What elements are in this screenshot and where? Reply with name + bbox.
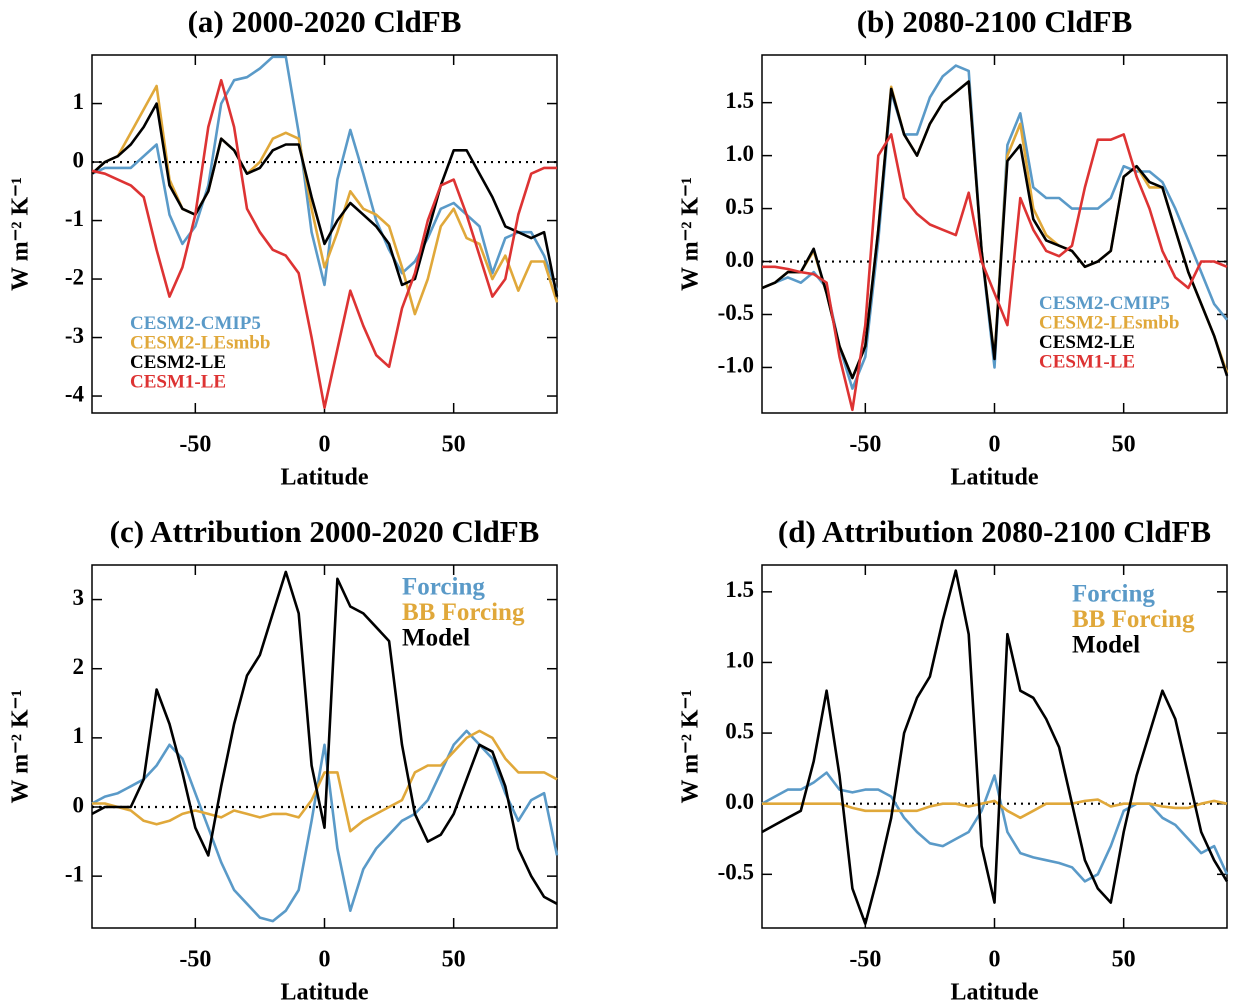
legend-entry: CESM1-LE <box>130 371 226 392</box>
y-tick-label: -1.0 <box>718 353 754 378</box>
legend-entry: CESM2-CMIP5 <box>130 313 261 334</box>
legend-entry: BB Forcing <box>402 599 525 626</box>
y-tick-label: -0.5 <box>718 300 754 325</box>
x-tick-label: 50 <box>442 947 466 973</box>
data-line <box>762 798 1228 820</box>
legend-entry: Forcing <box>402 574 485 601</box>
y-tick-label: 0.5 <box>725 718 754 743</box>
y-tick-label: -0.5 <box>718 860 754 885</box>
data-line <box>91 102 559 297</box>
chart-title: (d) Attribution 2080-2100 CldFB <box>778 514 1211 549</box>
x-axis-label: Latitude <box>280 980 368 1001</box>
legend-entry: BB Forcing <box>1072 606 1195 633</box>
data-line <box>762 133 1228 412</box>
y-tick-label: 1.0 <box>725 648 754 673</box>
x-tick-label: -50 <box>179 432 211 458</box>
data-line <box>91 78 557 409</box>
legend-entry: Model <box>1072 632 1140 659</box>
x-tick-label: 0 <box>319 432 331 458</box>
x-tick-label: 0 <box>319 947 331 973</box>
y-tick-label: 1.5 <box>725 577 754 602</box>
x-tick-label: 0 <box>989 947 1001 973</box>
legend-entry: CESM2-LE <box>1039 332 1135 353</box>
x-tick-label: 50 <box>1112 947 1136 973</box>
y-tick-label: 0 <box>73 147 85 172</box>
y-tick-label: 1 <box>73 89 85 114</box>
y-tick-label: 0.5 <box>725 194 754 219</box>
legend-entry: CESM2-CMIP5 <box>1039 293 1170 314</box>
legend-entry: CESM2-LEsmbb <box>130 333 270 354</box>
chart-title: (a) 2000-2020 CldFB <box>188 4 462 39</box>
legend-entry: Model <box>402 625 470 652</box>
legend-entry: Forcing <box>1072 581 1155 608</box>
x-tick-label: -50 <box>849 947 881 973</box>
y-tick-label: 1.0 <box>725 141 754 166</box>
y-tick-label: 0.0 <box>725 789 754 814</box>
y-tick-label: -1 <box>65 861 84 886</box>
y-tick-label: 1 <box>73 723 85 748</box>
y-tick-label: -3 <box>65 323 84 348</box>
y-tick-label: 0 <box>73 792 85 817</box>
data-line <box>761 771 1229 883</box>
y-tick-label: -2 <box>65 264 84 289</box>
y-tick-label: -1 <box>65 206 84 231</box>
y-tick-label: 1.5 <box>725 88 754 113</box>
data-line <box>92 729 558 833</box>
x-tick-label: 50 <box>1112 432 1136 458</box>
y-tick-label: 0.0 <box>725 247 754 272</box>
y-axis-label: W m⁻² K⁻¹ <box>678 177 704 291</box>
y-axis-label: W m⁻² K⁻¹ <box>8 177 34 291</box>
y-tick-label: -4 <box>65 381 85 406</box>
y-axis-label: W m⁻² K⁻¹ <box>678 690 704 804</box>
legend-entry: CESM1-LE <box>1039 351 1135 372</box>
x-axis-label: Latitude <box>950 465 1038 491</box>
x-tick-label: 0 <box>989 432 1001 458</box>
x-axis-label: Latitude <box>950 980 1038 1001</box>
x-axis-label: Latitude <box>280 465 368 491</box>
x-tick-label: -50 <box>849 432 881 458</box>
x-tick-label: -50 <box>179 947 211 973</box>
data-line <box>761 80 1229 380</box>
data-line <box>761 569 1229 926</box>
chart-title: (c) Attribution 2000-2020 CldFB <box>110 514 540 549</box>
y-tick-label: 2 <box>73 654 85 679</box>
data-line <box>91 55 559 292</box>
data-line <box>91 570 558 905</box>
chart-title: (b) 2080-2100 CldFB <box>857 4 1133 39</box>
y-tick-label: 3 <box>73 585 85 610</box>
y-axis-label: W m⁻² K⁻¹ <box>8 690 34 804</box>
x-tick-label: 50 <box>442 432 466 458</box>
legend-entry: CESM2-LE <box>130 352 226 373</box>
legend-entry: CESM2-LEsmbb <box>1039 313 1179 334</box>
